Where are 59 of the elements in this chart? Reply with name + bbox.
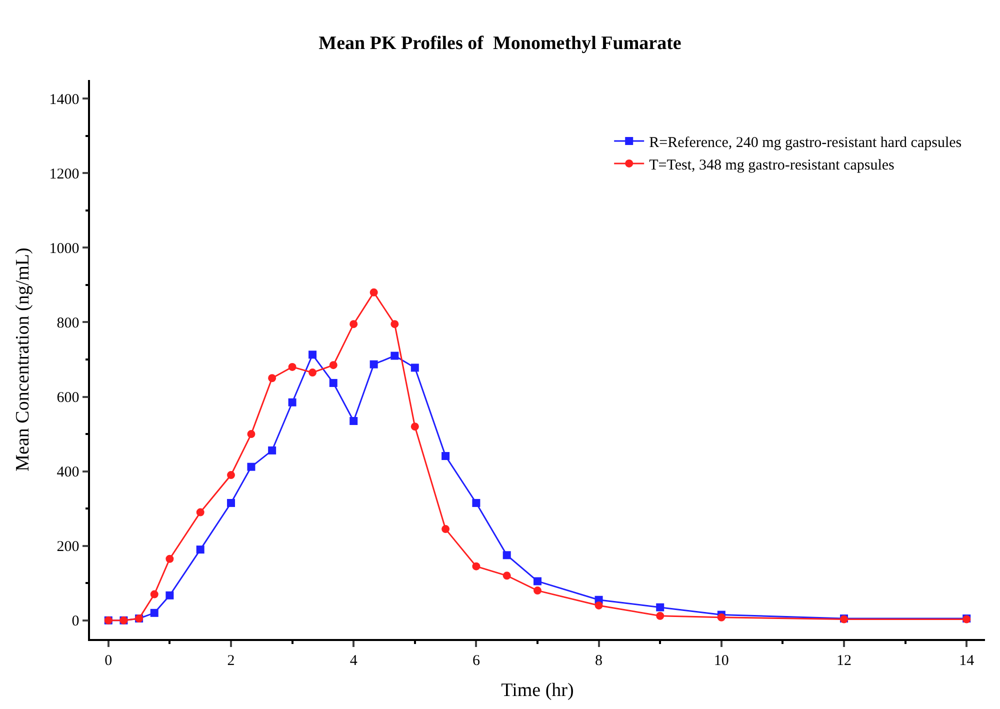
point xyxy=(442,525,450,534)
point xyxy=(502,572,511,580)
point xyxy=(370,288,378,296)
point xyxy=(350,416,358,425)
point xyxy=(308,368,317,377)
y-axis-title: Mean Concentration (ng/mL) xyxy=(12,248,34,472)
point xyxy=(150,590,158,598)
point xyxy=(226,471,235,480)
point xyxy=(442,452,450,460)
y-tick-label: 0 xyxy=(72,614,80,630)
point xyxy=(247,430,256,438)
x-tick-label: 6 xyxy=(472,652,480,669)
point xyxy=(226,498,235,507)
point xyxy=(268,446,276,454)
x-tick-label: 4 xyxy=(350,652,358,669)
point xyxy=(472,562,480,570)
point xyxy=(329,361,338,370)
y-tick-label: 1000 xyxy=(49,240,80,257)
point xyxy=(410,364,419,372)
point xyxy=(350,320,358,328)
x-tick-label: 10 xyxy=(714,652,729,669)
y-tick-label: 600 xyxy=(56,390,80,406)
legend-label: T=Test, 348 mg gastro-resistant capsules xyxy=(649,157,895,174)
point xyxy=(288,398,296,406)
point xyxy=(308,350,317,359)
point xyxy=(150,608,158,617)
point xyxy=(288,362,296,371)
x-tick-label: 2 xyxy=(227,652,235,669)
point xyxy=(390,352,399,360)
point xyxy=(370,360,378,368)
x-tick-label: 0 xyxy=(104,652,112,669)
point xyxy=(329,378,338,387)
x-axis-title: Time (hr) xyxy=(501,680,574,702)
y-tick-label: 400 xyxy=(56,464,80,481)
x-tick-label: 12 xyxy=(836,652,852,669)
point xyxy=(534,586,542,595)
point xyxy=(390,320,399,328)
y-tick-label: 1200 xyxy=(49,166,80,182)
point xyxy=(268,374,276,382)
x-tick-label: 8 xyxy=(595,652,603,669)
point xyxy=(166,591,174,600)
chart-title: Mean PK Profiles of Monomethyl Fumarate xyxy=(318,32,682,54)
point xyxy=(717,613,726,622)
legend-label: R=Reference, 240 mg gastro-resistant hard capsules xyxy=(649,134,962,151)
point xyxy=(196,546,204,554)
point xyxy=(502,551,511,560)
y-tick-label: 200 xyxy=(56,539,80,556)
point xyxy=(166,554,174,563)
point xyxy=(472,498,480,507)
y-tick-label: 1400 xyxy=(49,92,80,108)
point xyxy=(196,508,204,516)
point xyxy=(656,612,664,620)
point xyxy=(410,422,419,431)
point xyxy=(594,601,603,610)
point xyxy=(534,577,542,586)
y-tick-label: 800 xyxy=(56,315,80,332)
point xyxy=(656,603,664,612)
point xyxy=(247,462,256,471)
x-tick-label: 14 xyxy=(959,652,975,669)
